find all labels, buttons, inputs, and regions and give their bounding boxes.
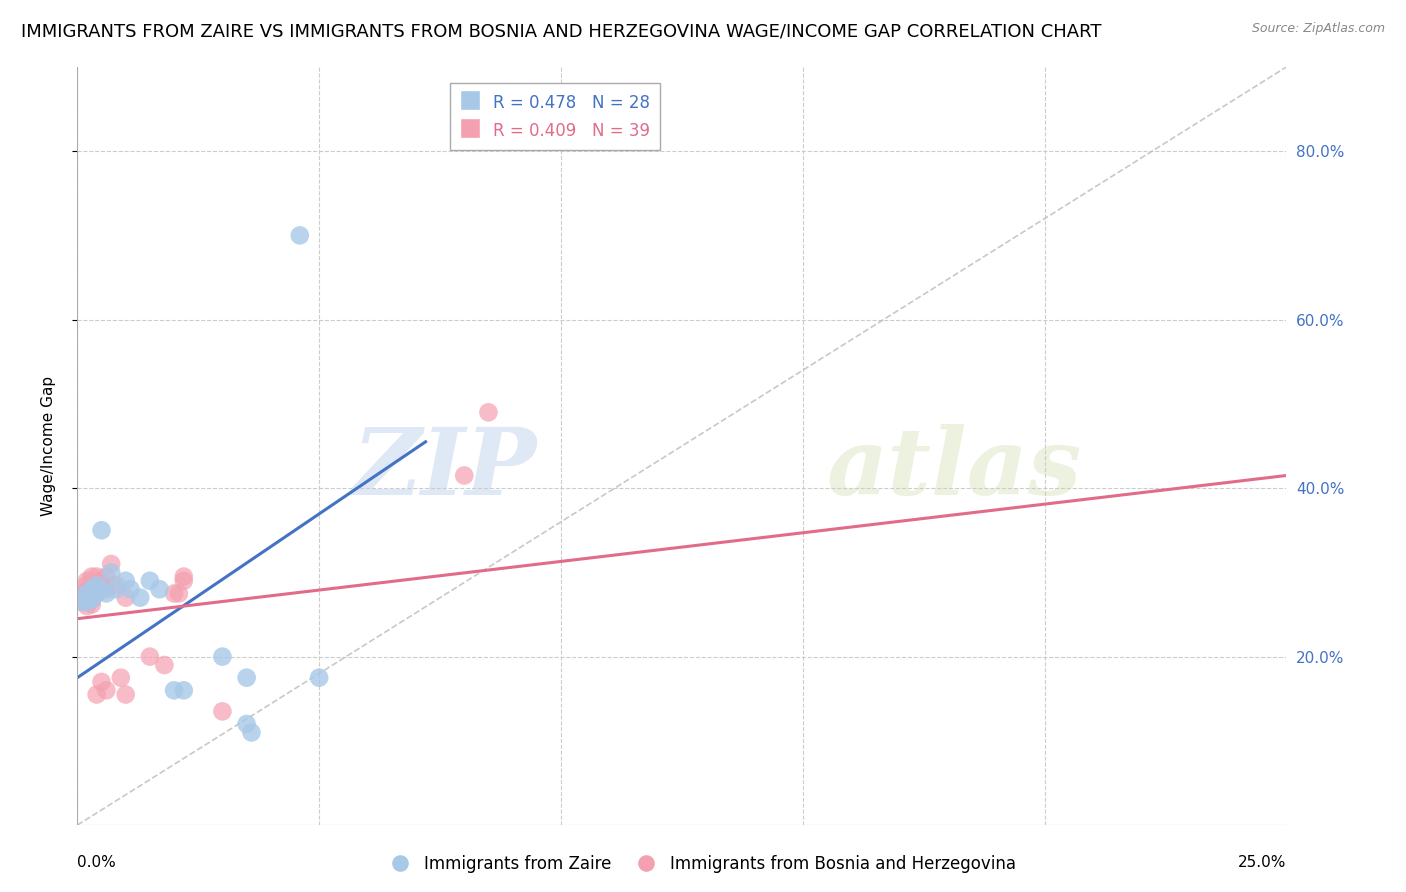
Point bbox=[86, 569, 108, 583]
Point bbox=[163, 586, 186, 600]
Point bbox=[173, 569, 195, 583]
Point bbox=[80, 582, 103, 597]
Text: ZIP: ZIP bbox=[353, 424, 537, 514]
Text: 25.0%: 25.0% bbox=[1239, 855, 1286, 871]
Point bbox=[80, 592, 103, 607]
Point bbox=[70, 595, 93, 609]
Point bbox=[76, 574, 98, 588]
Point bbox=[70, 595, 93, 609]
Point bbox=[120, 582, 142, 597]
Point bbox=[235, 717, 257, 731]
Point bbox=[167, 586, 190, 600]
Point bbox=[173, 683, 195, 698]
Point bbox=[76, 599, 98, 613]
Point bbox=[90, 582, 112, 597]
Point bbox=[211, 705, 233, 719]
Point bbox=[163, 683, 186, 698]
Point bbox=[139, 649, 162, 664]
Point bbox=[129, 591, 152, 605]
Point bbox=[477, 405, 499, 419]
Point bbox=[70, 586, 93, 600]
Point bbox=[96, 586, 118, 600]
Point bbox=[90, 582, 112, 597]
Point bbox=[80, 598, 103, 612]
Point bbox=[288, 228, 311, 243]
Point bbox=[105, 578, 128, 592]
Point bbox=[240, 725, 263, 739]
Point bbox=[211, 649, 233, 664]
Text: Source: ZipAtlas.com: Source: ZipAtlas.com bbox=[1251, 22, 1385, 36]
Point bbox=[114, 688, 136, 702]
Point bbox=[139, 574, 162, 588]
Point bbox=[80, 592, 103, 607]
Point bbox=[80, 578, 103, 592]
Point bbox=[90, 574, 112, 588]
Point bbox=[114, 574, 136, 588]
Point bbox=[153, 658, 176, 673]
Point bbox=[76, 578, 98, 592]
Point bbox=[80, 586, 103, 600]
Point bbox=[148, 582, 170, 597]
Point bbox=[110, 671, 132, 685]
Point bbox=[96, 582, 118, 597]
Point bbox=[114, 591, 136, 605]
Point bbox=[76, 583, 98, 598]
Text: atlas: atlas bbox=[827, 424, 1083, 514]
Text: 0.0%: 0.0% bbox=[77, 855, 117, 871]
Point bbox=[96, 569, 118, 583]
Point bbox=[76, 595, 98, 609]
Point bbox=[105, 582, 128, 597]
Point bbox=[86, 578, 108, 592]
Point bbox=[76, 595, 98, 609]
Legend: R = 0.478   N = 28, R = 0.409   N = 39: R = 0.478 N = 28, R = 0.409 N = 39 bbox=[450, 83, 659, 150]
Point bbox=[235, 671, 257, 685]
Point bbox=[453, 468, 475, 483]
Point bbox=[90, 523, 112, 537]
Text: IMMIGRANTS FROM ZAIRE VS IMMIGRANTS FROM BOSNIA AND HERZEGOVINA WAGE/INCOME GAP : IMMIGRANTS FROM ZAIRE VS IMMIGRANTS FROM… bbox=[21, 22, 1101, 40]
Y-axis label: Wage/Income Gap: Wage/Income Gap bbox=[42, 376, 56, 516]
Point bbox=[90, 674, 112, 689]
Legend: Immigrants from Zaire, Immigrants from Bosnia and Herzegovina: Immigrants from Zaire, Immigrants from B… bbox=[384, 848, 1022, 880]
Point bbox=[86, 688, 108, 702]
Point bbox=[76, 586, 98, 600]
Point bbox=[70, 591, 93, 605]
Point bbox=[100, 566, 122, 580]
Point bbox=[80, 569, 103, 583]
Point bbox=[100, 557, 122, 571]
Point bbox=[70, 591, 93, 605]
Point bbox=[76, 591, 98, 605]
Point bbox=[96, 683, 118, 698]
Point bbox=[76, 591, 98, 605]
Point bbox=[86, 586, 108, 600]
Point bbox=[173, 574, 195, 588]
Point bbox=[80, 582, 103, 597]
Point bbox=[86, 578, 108, 592]
Point bbox=[86, 586, 108, 600]
Point bbox=[80, 589, 103, 603]
Point bbox=[308, 671, 330, 685]
